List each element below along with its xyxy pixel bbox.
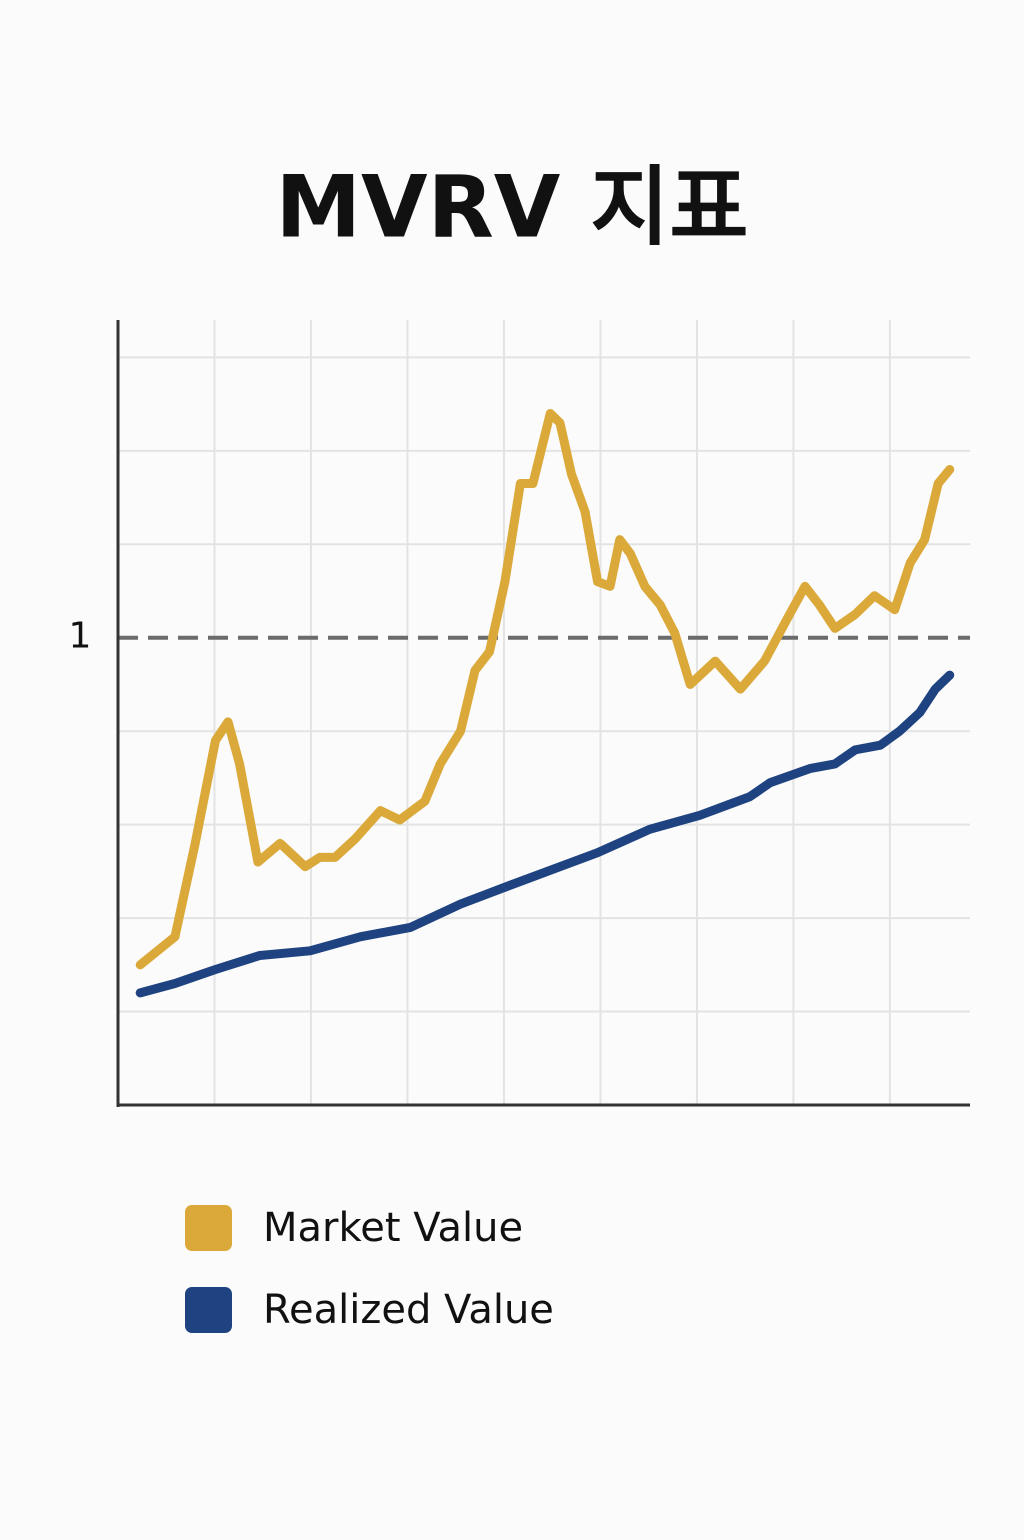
legend-label: Realized Value xyxy=(263,1287,554,1333)
legend-swatch xyxy=(185,1287,232,1333)
y-tick-label: 1 xyxy=(69,616,92,657)
legend-swatch xyxy=(185,1205,232,1251)
chart-title: MVRV 지표 xyxy=(275,157,748,257)
series-line xyxy=(135,670,955,998)
legend-label: Market Value xyxy=(263,1205,523,1251)
series-line xyxy=(135,408,955,970)
